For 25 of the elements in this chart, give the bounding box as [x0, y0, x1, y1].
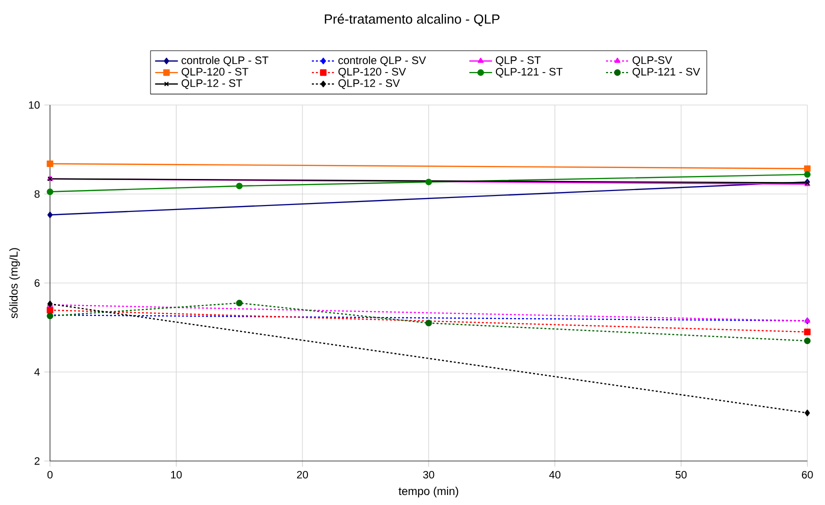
- x-tick-label: 50: [676, 470, 687, 478]
- x-tick-label: 0: [47, 470, 53, 478]
- y-tick-label: 2: [34, 457, 40, 465]
- y-tick-label: 8: [34, 190, 40, 198]
- x-tick-label: 10: [171, 470, 182, 478]
- legend-label: QLP-12 - SV: [338, 79, 400, 89]
- y-axis-title: sólidos (mg/L): [9, 248, 20, 318]
- legend-label: QLP - ST: [496, 56, 541, 66]
- chart-title: Pré-tratamento alcalino - QLP: [324, 14, 500, 26]
- legend-label: QLP-120 - ST: [182, 68, 248, 78]
- y-tick-label: 4: [34, 368, 40, 376]
- legend-label: QLP-121 - SV: [632, 68, 700, 78]
- x-tick-label: 30: [423, 470, 434, 478]
- y-tick-label: 10: [29, 101, 40, 109]
- x-tick-label: 40: [549, 470, 560, 478]
- legend-label: QLP-120 - SV: [338, 68, 406, 78]
- x-axis-title: tempo (min): [398, 486, 458, 498]
- x-tick-label: 60: [802, 470, 813, 478]
- legend-label: controle QLP - ST: [182, 56, 268, 66]
- legend-label: QLP-121 - ST: [496, 68, 563, 78]
- y-tick-label: 6: [34, 279, 40, 287]
- x-tick-label: 20: [297, 470, 308, 478]
- legend-label: QLP-SV: [632, 56, 672, 66]
- legend-label: QLP-12 - ST: [182, 79, 242, 89]
- legend-label: controle QLP - SV: [338, 56, 426, 66]
